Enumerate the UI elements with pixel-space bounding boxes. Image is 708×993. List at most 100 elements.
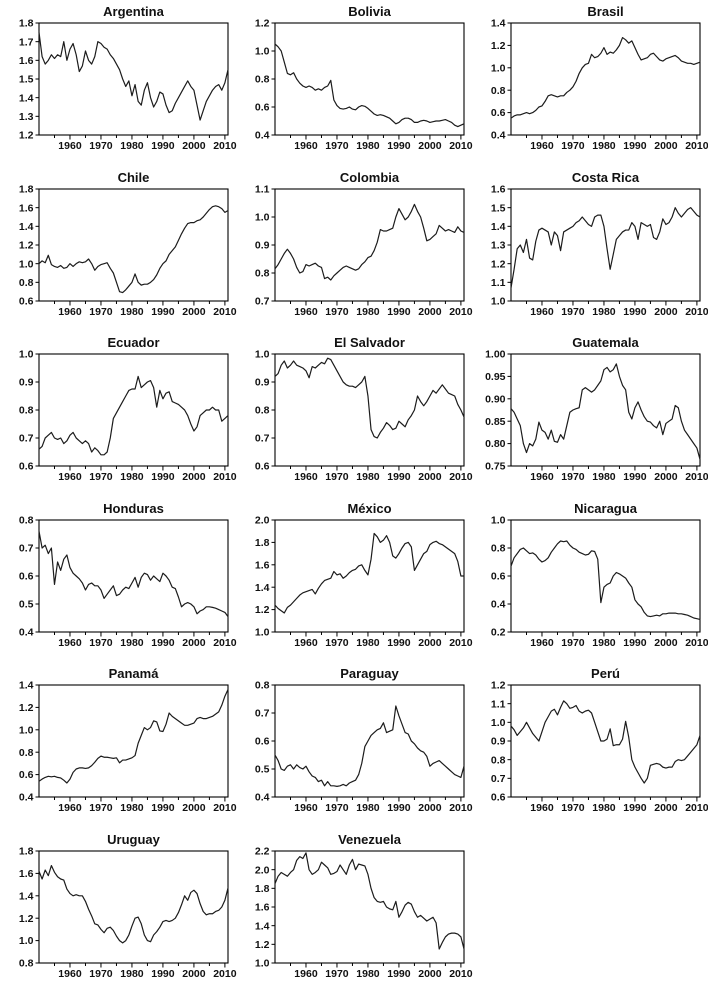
x-tick-label: 1990: [623, 637, 647, 649]
y-tick-label: 0.7: [19, 433, 34, 445]
chart-title: Brasil: [587, 4, 623, 19]
x-tick-label: 2000: [418, 306, 442, 318]
y-tick-label: 0.6: [491, 107, 506, 119]
y-tick-label: 0.8: [19, 957, 34, 969]
y-tick-label: 1.2: [491, 680, 506, 692]
x-tick-label: 1980: [120, 471, 144, 483]
chart-title: Perú: [591, 666, 620, 681]
y-tick-label: 0.4: [19, 792, 34, 804]
y-tick-label: 0.6: [19, 295, 34, 307]
data-line: [38, 530, 229, 617]
plot-frame: [38, 353, 229, 467]
y-tick-label: 1.2: [255, 18, 270, 30]
plot-svg: Uruguay 0.8 1.0 1.2 1.4 1.6 1.8 1960 1970 1980 199…: [19, 832, 237, 980]
y-tick-label: 1.0: [19, 258, 34, 270]
y-tick-label: 1.0: [491, 62, 506, 74]
plot-frame: [38, 187, 229, 302]
x-tick-label: 1970: [325, 306, 349, 318]
plot-svg: Venezuela 1.0 1.2 1.4 1.6 1.8 2.0 2.2 1960 1970 19…: [255, 832, 473, 980]
y-tick-label: 1.8: [19, 845, 34, 857]
x-tick-label: 2000: [418, 637, 442, 649]
x-tick-label: 1970: [325, 802, 349, 814]
chart-title: México: [347, 501, 391, 516]
x-tick-label: 1990: [623, 140, 647, 152]
x-tick-label: 2000: [182, 306, 206, 318]
subplot-uruguay: Uruguay 0.8 1.0 1.2 1.4 1.6 1.8 1960 1970 1980 199…: [0, 828, 237, 993]
subplot-colombia: Colombia 0.7 0.8 0.9 1.0 1.1 1960 1970 1980 1990 2…: [236, 166, 473, 332]
y-tick-label: 1.8: [255, 537, 270, 549]
x-tick-label: 1970: [325, 140, 349, 152]
x-tick-label: 2000: [182, 968, 206, 980]
y-tick-label: 1.6: [491, 183, 506, 195]
y-tick-label: 1.4: [19, 680, 34, 692]
data-line: [274, 43, 465, 128]
y-tick-label: 1.4: [19, 890, 34, 902]
x-tick-label: 2010: [213, 306, 237, 318]
subplot-el-salvador: El Salvador 0.6 0.7 0.8 0.9 1.0 1960 1970 1980 19…: [236, 331, 473, 497]
x-tick-label: 2010: [449, 140, 473, 152]
plot-svg: El Salvador 0.6 0.7 0.8 0.9 1.0 1960 1970 1980 19…: [255, 335, 473, 483]
chart-title: Ecuador: [107, 335, 159, 350]
y-tick-label: 0.8: [255, 680, 270, 692]
data-line: [510, 206, 701, 289]
plot-frame: [38, 849, 229, 964]
x-tick-label: 1970: [89, 140, 113, 152]
chart-title: Colombia: [340, 170, 400, 185]
x-tick-label: 2010: [449, 968, 473, 980]
chart-title: Paraguay: [340, 666, 399, 681]
x-tick-label: 1960: [294, 802, 318, 814]
y-tick-label: 0.8: [19, 747, 34, 759]
x-tick-label: 1980: [120, 637, 144, 649]
y-tick-label: 1.8: [255, 882, 270, 894]
y-tick-label: 1.0: [19, 349, 34, 361]
x-tick-label: 2010: [449, 802, 473, 814]
x-tick-label: 2010: [685, 306, 708, 318]
y-tick-label: 1.0: [255, 957, 270, 969]
x-tick-label: 2010: [449, 471, 473, 483]
plot-svg: Argentina 1.2 1.3 1.4 1.5 1.6 1.7 1.8 1960 1970 19…: [19, 4, 237, 152]
plot-svg: Paraguay 0.4 0.5 0.6 0.7 0.8 1960 1970 1980 1990 2…: [255, 666, 473, 814]
plot-frame: [274, 684, 465, 798]
data-line: [274, 532, 465, 614]
y-tick-label: 1.0: [19, 935, 34, 947]
data-line: [38, 688, 229, 784]
y-tick-label: 0.8: [19, 405, 34, 417]
y-tick-label: 1.2: [255, 604, 270, 616]
y-tick-label: 1.0: [491, 295, 506, 307]
x-tick-label: 1960: [530, 802, 554, 814]
y-tick-label: 0.6: [491, 792, 506, 804]
x-tick-label: 2010: [213, 802, 237, 814]
x-tick-label: 1980: [120, 968, 144, 980]
x-tick-label: 2010: [213, 637, 237, 649]
x-tick-label: 2000: [182, 471, 206, 483]
y-tick-label: 2.0: [255, 514, 270, 526]
y-tick-label: 0.7: [19, 542, 34, 554]
plot-svg: Nicaragua 0.2 0.4 0.6 0.8 1.0 1960 1970 1980 1990…: [491, 501, 708, 649]
y-tick-label: 1.4: [19, 92, 34, 104]
x-tick-label: 1960: [58, 802, 82, 814]
chart-title: Guatemala: [572, 335, 639, 350]
subplot-bolivia: Bolivia 0.4 0.6 0.8 1.0 1.2 1960 1970 1980 1990 20…: [236, 0, 473, 166]
subplot-brasil: Brasil 0.4 0.6 0.8 1.0 1.2 1.4 1960 1970 1980 1990…: [472, 0, 708, 166]
chart-title: Panamá: [109, 666, 160, 681]
y-tick-label: 0.90: [485, 393, 506, 405]
x-tick-label: 2000: [418, 140, 442, 152]
x-tick-label: 2000: [182, 140, 206, 152]
x-tick-label: 1980: [356, 140, 380, 152]
y-tick-label: 1.6: [19, 202, 34, 214]
subplot-chile: Chile 0.6 0.8 1.0 1.2 1.4 1.6 1.8 1960 1970 1980 19…: [0, 166, 237, 332]
x-tick-label: 1990: [623, 802, 647, 814]
y-tick-label: 0.9: [255, 239, 270, 251]
y-tick-label: 1.00: [485, 349, 506, 361]
y-tick-label: 0.8: [255, 74, 270, 86]
x-tick-label: 2000: [654, 140, 678, 152]
y-tick-label: 1.3: [491, 239, 506, 251]
y-tick-label: 0.9: [491, 736, 506, 748]
subplot-honduras: Honduras 0.4 0.5 0.6 0.7 0.8 1960 1970 1980 1990 2…: [0, 497, 237, 663]
x-tick-label: 2000: [654, 802, 678, 814]
x-tick-label: 1980: [592, 306, 616, 318]
x-tick-label: 1990: [151, 471, 175, 483]
y-tick-label: 0.8: [255, 267, 270, 279]
x-tick-label: 1960: [530, 306, 554, 318]
x-tick-label: 1970: [561, 306, 585, 318]
